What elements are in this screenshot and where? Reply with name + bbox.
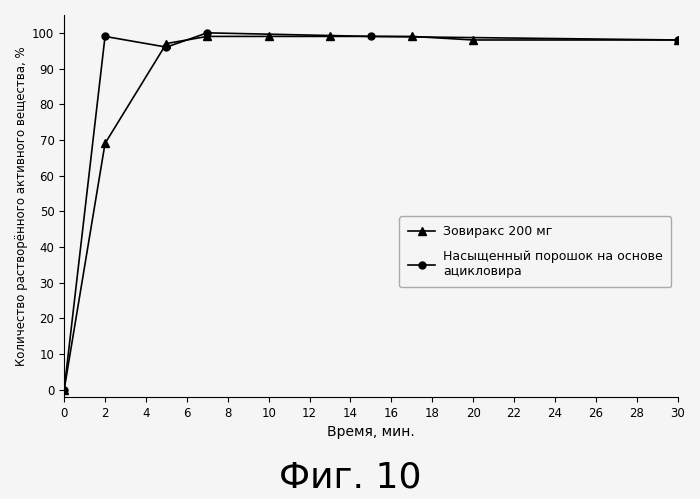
Насыщенный порошок на основе
ацикловира xyxy=(367,33,375,39)
Line: Зовиракс 200 мг: Зовиракс 200 мг xyxy=(60,32,682,394)
Насыщенный порошок на основе
ацикловира xyxy=(673,37,682,43)
Legend: Зовиракс 200 мг, Насыщенный порошок на основе
ацикловира: Зовиракс 200 мг, Насыщенный порошок на о… xyxy=(399,216,671,287)
Насыщенный порошок на основе
ацикловира xyxy=(60,387,69,393)
Y-axis label: Количество растворённого активного вещества, %: Количество растворённого активного вещес… xyxy=(15,46,28,366)
Text: Фиг. 10: Фиг. 10 xyxy=(279,460,421,494)
Зовиракс 200 мг xyxy=(673,37,682,43)
Line: Насыщенный порошок на основе
ацикловира: Насыщенный порошок на основе ацикловира xyxy=(61,29,681,393)
Зовиракс 200 мг xyxy=(407,33,416,39)
Зовиракс 200 мг xyxy=(162,40,171,46)
Насыщенный порошок на основе
ацикловира xyxy=(203,30,211,36)
Зовиракс 200 мг xyxy=(326,33,334,39)
Зовиракс 200 мг xyxy=(101,140,109,146)
Зовиракс 200 мг xyxy=(469,37,477,43)
X-axis label: Время, мин.: Время, мин. xyxy=(327,425,415,439)
Зовиракс 200 мг xyxy=(60,387,69,393)
Насыщенный порошок на основе
ацикловира xyxy=(162,44,171,50)
Зовиракс 200 мг xyxy=(203,33,211,39)
Насыщенный порошок на основе
ацикловира xyxy=(101,33,109,39)
Зовиракс 200 мг xyxy=(265,33,273,39)
